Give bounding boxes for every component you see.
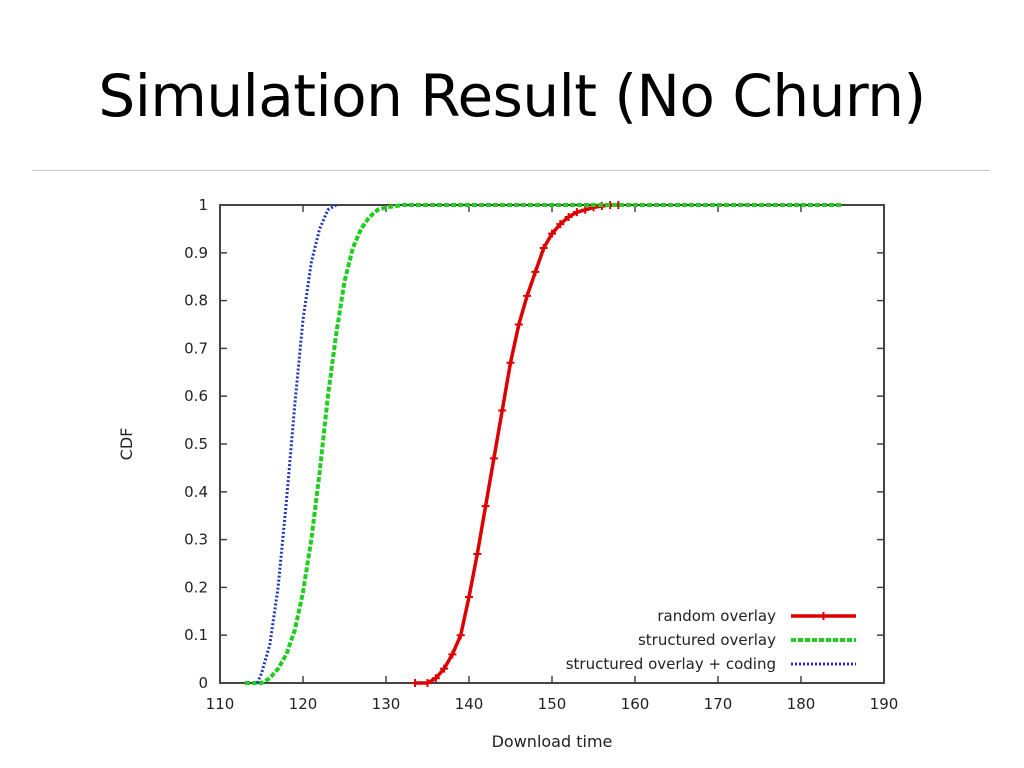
series-point <box>473 549 482 558</box>
series-point <box>506 358 515 367</box>
y-tick-label: 0.8 <box>184 292 208 310</box>
legend-label: random overlay <box>657 607 776 625</box>
series-point <box>531 267 540 276</box>
series-point <box>514 320 523 329</box>
series-point <box>572 208 581 217</box>
series-point <box>523 291 532 300</box>
series-point <box>556 220 565 229</box>
series-layer <box>244 201 843 687</box>
x-axis-ticks: 110 120 130 140 150 160 170 180 190 <box>206 205 899 713</box>
y-tick-label: 0.1 <box>184 626 208 644</box>
legend: random overlay structured overlay structur… <box>566 607 856 673</box>
y-tick-label: 0.2 <box>184 578 208 596</box>
series-line-0 <box>415 203 619 685</box>
series-point <box>411 679 420 687</box>
series-line-2 <box>256 203 337 684</box>
series-point <box>448 650 457 659</box>
series-point <box>465 592 473 601</box>
y-tick-label: 0.6 <box>184 387 208 405</box>
legend-label: structured overlay <box>638 631 776 649</box>
slide-title: Simulation Result (No Churn) <box>98 62 926 130</box>
series-point <box>423 679 432 687</box>
x-tick-label: 190 <box>870 695 899 713</box>
x-axis-label: Download time <box>492 732 613 751</box>
y-tick-label: 1 <box>198 196 208 214</box>
x-tick-label: 140 <box>455 695 484 713</box>
x-tick-label: 160 <box>621 695 650 713</box>
series-point <box>498 406 507 415</box>
title-divider <box>32 170 990 171</box>
legend-marker <box>819 612 828 620</box>
y-tick-label: 0.9 <box>184 244 208 262</box>
x-tick-label: 110 <box>206 695 235 713</box>
series-point <box>581 205 590 214</box>
y-tick-label: 0.4 <box>184 483 208 501</box>
series-line-1 <box>244 203 843 685</box>
x-tick-label: 180 <box>787 695 816 713</box>
series-point <box>548 229 556 238</box>
y-axis-label: CDF <box>117 428 136 461</box>
x-tick-label: 120 <box>289 695 318 713</box>
series-point <box>431 674 440 683</box>
series-point <box>440 664 449 673</box>
series-point <box>489 454 498 463</box>
plot-frame <box>219 204 885 684</box>
y-tick-label: 0.3 <box>184 531 208 549</box>
y-tick-label: 0.7 <box>184 339 208 357</box>
y-axis-ticks: 0 0.1 0.2 0.3 0.4 0.5 0.6 0.7 0.8 0.9 1 <box>184 196 884 692</box>
y-tick-label: 0 <box>198 674 208 692</box>
series-point <box>564 212 573 221</box>
x-tick-label: 130 <box>372 695 401 713</box>
series-point <box>481 502 490 511</box>
series-point <box>456 631 465 640</box>
y-tick-label: 0.5 <box>184 435 208 453</box>
legend-label: structured overlay + coding <box>566 655 776 673</box>
x-tick-label: 170 <box>704 695 733 713</box>
series-point <box>539 244 548 253</box>
x-tick-label: 150 <box>538 695 567 713</box>
